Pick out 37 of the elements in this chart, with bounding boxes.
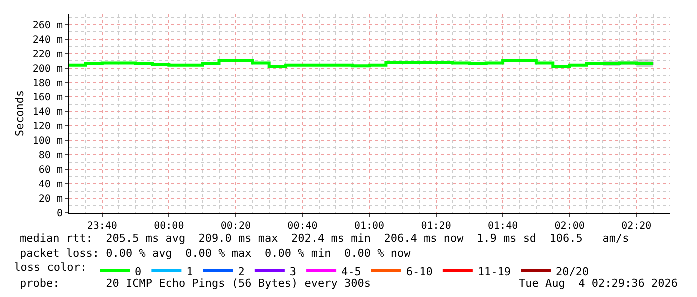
y-tick-label: 160 m [32, 92, 63, 104]
text: probe: 20 ICMP Echo Pings (56 Bytes) every 300s [20, 277, 371, 290]
legend-label: 3 [290, 265, 297, 278]
legend-label: 0 [135, 265, 142, 278]
x-tick-label: 00:40 [288, 221, 318, 232]
legend-label: 20/20 [556, 265, 590, 278]
legend-label: 4-5 [342, 265, 362, 278]
y-tick-label: 240 m [32, 34, 63, 46]
x-tick-label: 01:20 [421, 221, 452, 232]
legend-label: 2 [238, 265, 245, 278]
y-tick-label: 200 m [32, 64, 63, 75]
text: Tue Aug 4 02:29:36 2026 [519, 277, 678, 290]
y-tick-label: 40 m [38, 180, 63, 191]
y-tick-label: 140 m [32, 107, 63, 118]
y-tick-label: 120 m [32, 122, 63, 133]
text: packet loss: 0.00 % avg 0.00 % max 0.00 % min 0.00 % now [20, 247, 412, 260]
y-tick-label: 100 m [32, 136, 63, 148]
text: median rtt: 205.5 ms avg 209.0 ms max 202.4 ms min 206.4 ms now 1.9 ms sd 106.5 am/s [20, 232, 630, 245]
legend-title: loss color: [14, 260, 88, 274]
y-axis-title: Seconds [14, 90, 27, 137]
y-tick-label: 220 m [32, 49, 63, 60]
x-tick-label: 01:40 [488, 221, 518, 232]
legend-label: 1 [186, 265, 194, 278]
x-tick-label: 01:00 [354, 221, 385, 232]
x-tick-label: 02:00 [554, 221, 585, 232]
y-tick-label: 180 m [32, 78, 63, 90]
legend-label: 6-10 [406, 265, 433, 278]
y-tick-label: 260 m [32, 20, 63, 32]
x-tick-label: 00:20 [220, 221, 251, 232]
y-tick-label: 60 m [38, 165, 63, 176]
x-tick-label: 02:20 [622, 221, 652, 232]
y-tick-label: 20 m [38, 194, 63, 206]
x-tick-label: 00:00 [154, 221, 184, 232]
y-tick-label: 0 [56, 208, 63, 220]
y-tick-label: 80 m [38, 150, 63, 162]
x-tick-label: 23:40 [87, 221, 118, 232]
legend-label: 11-19 [478, 265, 512, 278]
